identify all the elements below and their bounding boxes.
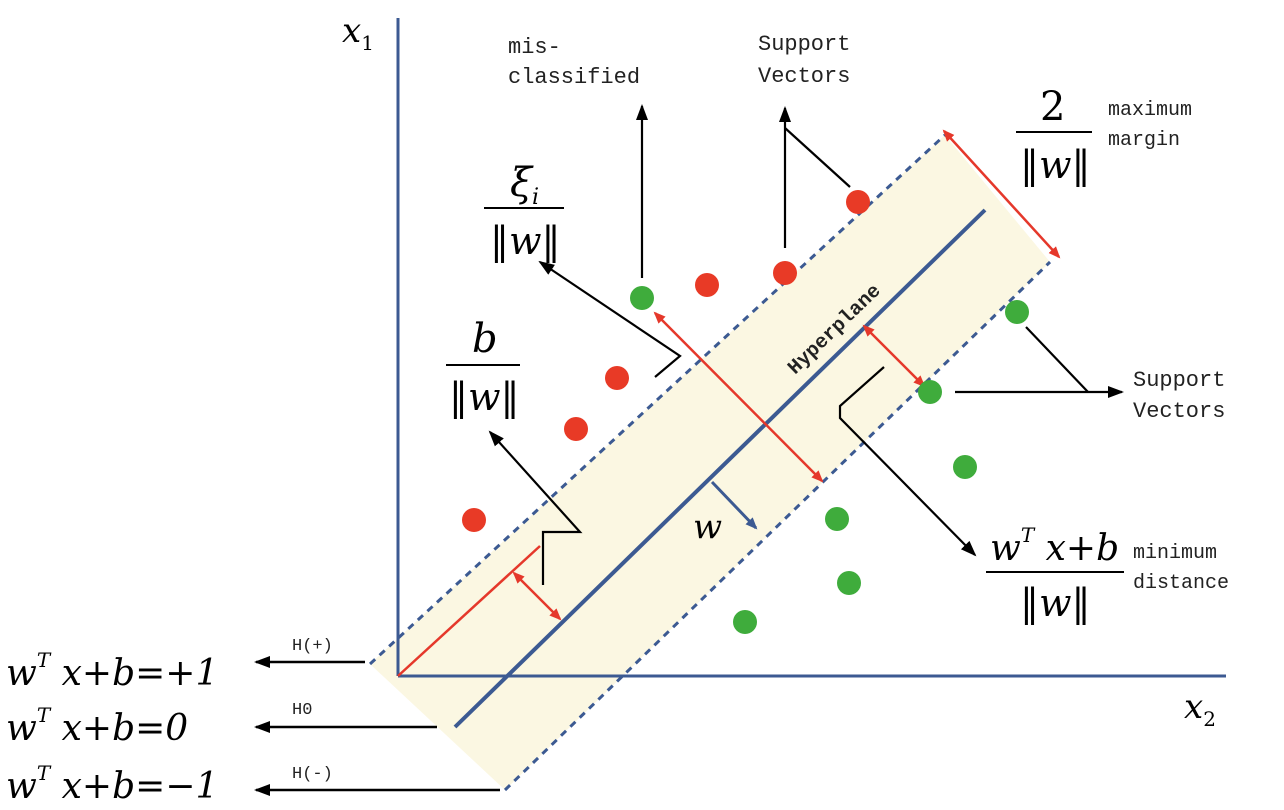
margin-denominator: ‖w‖ — [1020, 143, 1091, 187]
distance-numerator: wT x+b — [990, 523, 1119, 569]
green-point — [953, 455, 977, 479]
support-right-arrow-branch — [1025, 326, 1089, 393]
hyperplane-line — [453, 208, 987, 729]
b-numerator: b — [472, 316, 498, 362]
max-margin-arrow — [942, 129, 1061, 259]
margin-band — [370, 135, 1050, 790]
misclassified-label-line1: mis- — [508, 35, 561, 60]
misclassified-label-line2: classified — [508, 65, 640, 90]
distance-callout-arrow — [838, 366, 977, 557]
h-plus-label: H(+) — [292, 637, 333, 656]
red-point — [462, 508, 486, 532]
min-distance-label-line2: distance — [1133, 572, 1229, 595]
support-right-label-line2: Vectors — [1133, 399, 1225, 424]
green-misclassified-point — [630, 286, 654, 310]
w-vector-label: w — [693, 507, 722, 547]
green-support-vector — [918, 380, 942, 404]
green-support-vector — [1005, 300, 1029, 324]
equation-negative: wT x+b=−1 — [6, 761, 218, 807]
w-vector-arrow — [710, 480, 758, 530]
b-denominator: ‖w‖ — [449, 375, 520, 419]
equation-zero: wT x+b=0 — [6, 703, 188, 749]
red-point — [564, 417, 588, 441]
support-top-label-line1: Support — [758, 32, 850, 57]
h-zero-label: H0 — [292, 701, 312, 720]
min-distance-label-line1: minimum — [1133, 542, 1217, 565]
min-distance-arrow — [862, 324, 926, 388]
b-callout-arrow — [488, 430, 583, 585]
margin-numerator: 2 — [1040, 84, 1065, 130]
distance-denominator: ‖w‖ — [1020, 581, 1091, 625]
support-top-arrow-branch — [784, 127, 851, 188]
green-point — [733, 610, 757, 634]
offset-arrow — [512, 571, 562, 621]
equation-positive: wT x+b=+1 — [6, 648, 218, 694]
y-axis-label: x1 — [342, 11, 374, 55]
green-point — [825, 507, 849, 531]
xi-numerator: ξi — [510, 160, 539, 210]
red-point — [695, 273, 719, 297]
red-point — [605, 366, 629, 390]
xi-denominator: ‖w‖ — [490, 219, 561, 263]
x-axis-label: x2 — [1184, 687, 1216, 731]
max-margin-label-line1: maximum — [1108, 99, 1192, 122]
margin-fraction: 2 ‖w‖ — [1016, 84, 1092, 187]
negative-margin-line — [503, 260, 1052, 792]
xi-callout-arrow — [538, 260, 682, 378]
distance-fraction: wT x+b ‖w‖ — [986, 523, 1124, 625]
b-fraction: b ‖w‖ — [446, 316, 520, 419]
red-support-vector — [846, 190, 870, 214]
red-support-vector — [773, 261, 797, 285]
slack-arrow — [653, 311, 824, 483]
support-right-label-line1: Support — [1133, 368, 1225, 393]
h-minus-label: H(-) — [292, 765, 333, 784]
support-top-label-line2: Vectors — [758, 64, 850, 89]
xi-fraction: ξi ‖w‖ — [484, 160, 564, 263]
origin-offset-line — [397, 545, 541, 677]
green-point — [837, 571, 861, 595]
max-margin-label-line2: margin — [1108, 129, 1180, 152]
